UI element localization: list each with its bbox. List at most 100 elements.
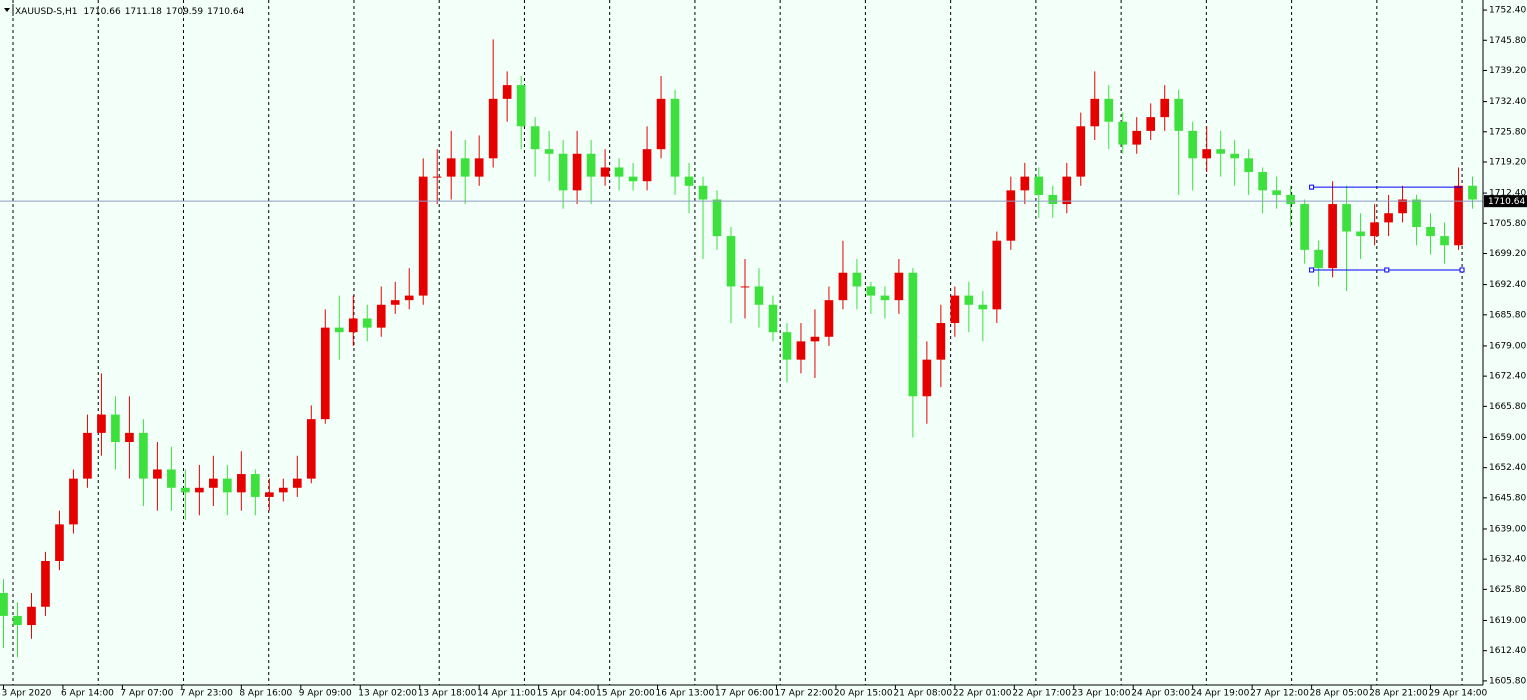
candle-body [838, 272, 848, 301]
x-tick-label: 7 Apr 07:00 [120, 689, 173, 699]
candle-body [474, 158, 484, 177]
candle-body [334, 327, 344, 333]
y-tick-label: 1632.40 [1489, 555, 1526, 565]
candle-body [936, 323, 946, 360]
y-tick-label: 1605.80 [1489, 676, 1526, 686]
candle-body [1244, 158, 1253, 173]
candle-body [572, 153, 582, 191]
candle-body [1440, 236, 1449, 246]
rectangle-handle [1309, 267, 1315, 273]
x-tick-label: 14 Apr 11:00 [477, 689, 536, 699]
y-tick-label: 1625.80 [1489, 585, 1526, 595]
x-tick-label: 21 Apr 08:00 [893, 689, 952, 699]
y-tick-label: 1639.00 [1489, 524, 1526, 534]
candle-body [250, 474, 260, 497]
candle-body [754, 286, 764, 305]
candle-body [894, 272, 904, 301]
x-tick-label: 16 Apr 13:00 [656, 689, 715, 699]
price-label: 1710.64 [1488, 197, 1525, 207]
candle-body [1314, 249, 1323, 269]
candle-body [348, 318, 358, 333]
candle-body [223, 478, 232, 493]
candle-body [1104, 98, 1114, 122]
candle-body [1188, 130, 1198, 159]
y-tick-label: 1752.40 [1489, 6, 1526, 16]
candle-body [726, 236, 736, 287]
candle-body [1384, 213, 1393, 223]
candle-body [69, 478, 78, 525]
candle-body [292, 478, 302, 488]
x-tick-label: 15 Apr 20:00 [596, 689, 655, 699]
candle-body [1132, 130, 1142, 145]
grid [12, 0, 1463, 685]
candle-body [880, 295, 890, 301]
candle-body [1034, 176, 1044, 195]
candle-body [530, 126, 540, 150]
y-tick-label: 1745.80 [1489, 36, 1526, 46]
candle-body [362, 318, 372, 328]
candle-body [950, 295, 960, 324]
x-tick-label: 8 Apr 16:00 [239, 689, 292, 699]
candle-body [1328, 204, 1337, 269]
x-tick-label: 17 Apr 06:00 [715, 689, 774, 699]
candle-body [320, 327, 330, 420]
candle-body [1286, 194, 1295, 205]
rectangle-handle [1309, 184, 1315, 190]
x-tick-label: 15 Apr 04:00 [537, 689, 596, 699]
open-value: 1710.66 [83, 7, 120, 17]
chart-header: XAUUSD-S,H1 1710.66 1711.18 1709.59 1710.64 [15, 7, 245, 17]
candle-body [1062, 176, 1072, 205]
y-tick-label: 1672.40 [1489, 372, 1526, 382]
candle-body [264, 492, 274, 497]
y-tick-label: 1652.40 [1489, 463, 1526, 473]
rectangle-handle [1384, 267, 1390, 273]
candle-body [55, 524, 64, 561]
candle-body [460, 158, 470, 177]
candle-body [153, 469, 162, 479]
y-tick-label: 1732.40 [1489, 97, 1526, 107]
candle-body [195, 487, 204, 493]
candle-body [978, 304, 988, 310]
candle-body [656, 98, 666, 150]
candle-body [278, 487, 288, 493]
candle-body [41, 560, 50, 607]
candle-body [97, 414, 106, 433]
candle-body [740, 286, 750, 288]
candle-body [1412, 199, 1421, 227]
x-tick-label: 24 Apr 03:00 [1131, 689, 1190, 699]
x-tick-label: 28 Apr 21:00 [1369, 689, 1428, 699]
candle-body [404, 295, 414, 301]
candle-body [642, 149, 652, 182]
candle-body [698, 185, 708, 200]
x-tick-label: 22 Apr 01:00 [953, 689, 1012, 699]
x-tick-label: 27 Apr 12:00 [1250, 689, 1309, 699]
candle-body [1076, 126, 1086, 177]
y-tick-label: 1705.80 [1489, 219, 1526, 229]
candle-body [824, 300, 834, 337]
candle-body [1272, 190, 1281, 195]
candle-body [83, 432, 92, 479]
candle-body [0, 593, 8, 616]
candle-body [390, 300, 400, 305]
y-tick-label: 1692.40 [1489, 280, 1526, 290]
y-tick-label: 1619.00 [1489, 616, 1526, 626]
price-label-box [1484, 195, 1527, 208]
candle-body [866, 286, 876, 296]
candle-body [1356, 231, 1365, 237]
x-tick-label: 9 Apr 09:00 [299, 689, 352, 699]
candle-body [586, 153, 596, 177]
candle-body [600, 167, 610, 177]
candle-body [1174, 98, 1184, 131]
y-tick-label: 1685.80 [1489, 310, 1526, 320]
y-tick-label: 1725.80 [1489, 127, 1526, 137]
candle-body [1258, 172, 1267, 191]
close-value: 1710.64 [207, 7, 244, 17]
candle-body [13, 615, 22, 626]
candle-body [1468, 185, 1477, 200]
candle-body [1216, 149, 1226, 154]
y-tick-label: 1665.80 [1489, 402, 1526, 412]
menu-icon[interactable] [4, 8, 10, 12]
y-tick-label: 1719.20 [1489, 157, 1526, 167]
candle-body [167, 469, 176, 488]
y-tick-label: 1612.40 [1489, 646, 1526, 656]
